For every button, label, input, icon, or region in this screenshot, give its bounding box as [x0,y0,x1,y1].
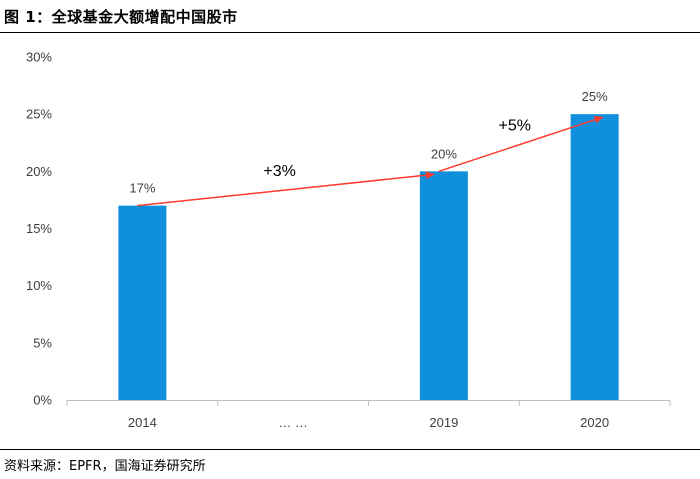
x-tick-label: 2019 [429,415,458,430]
trend-arrow [438,115,604,173]
x-tick-label: 2020 [580,415,609,430]
x-tick-label: 2014 [128,415,157,430]
figure-title: 图 1：全球基金大额增配中国股市 [4,8,238,26]
trend-arrow [137,171,435,207]
bar-2020 [570,114,619,401]
y-tick-label: 5% [33,335,52,350]
bar-2014 [118,205,167,400]
x-tick-label: … … [278,415,308,430]
source-note: 资料来源：EPFR，国海证券研究所 [4,459,206,474]
y-tick-label: 30% [26,50,52,65]
data-label: 25% [582,89,608,104]
trend-annotation: +3% [263,163,295,180]
top-rule [0,32,700,33]
trend-annotation: +5% [499,117,531,134]
y-tick-label: 20% [26,164,52,179]
y-tick-label: 15% [26,221,52,236]
data-label: 17% [129,181,155,196]
data-label: 20% [431,146,457,161]
y-tick-label: 10% [26,278,52,293]
bar-2019 [419,171,468,400]
y-tick-label: 25% [26,107,52,122]
y-tick-label: 0% [33,393,52,408]
bottom-rule [0,449,700,450]
